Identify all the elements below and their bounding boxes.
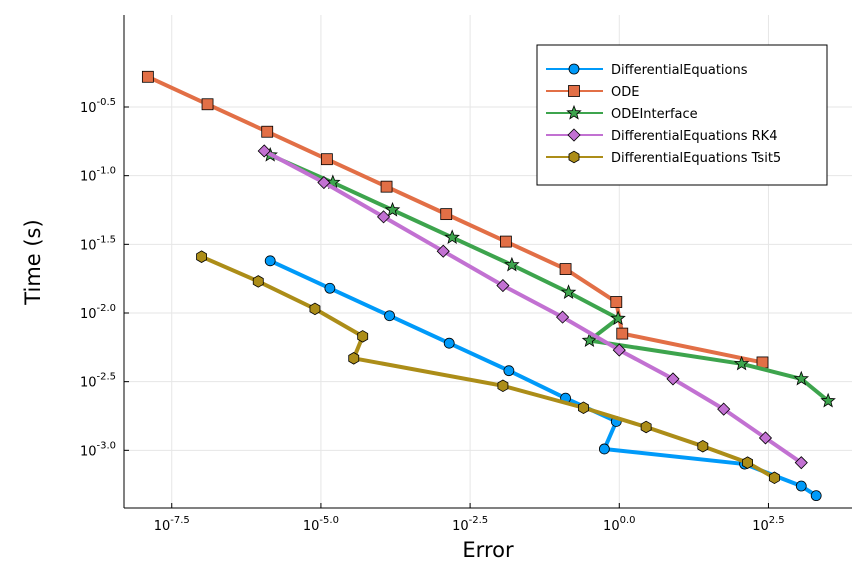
y-tick-label: 10-3.0	[80, 440, 116, 459]
legend-entry: ODE	[611, 85, 639, 100]
series-4	[196, 250, 780, 485]
data-point	[348, 352, 360, 365]
series-line	[199, 254, 777, 480]
data-point	[377, 210, 391, 224]
series	[141, 70, 836, 502]
tick-labels: 10-7.5 10-5.0 10-2.5 100.0 102.5 10-0.5 10-1.0…	[80, 97, 785, 534]
x-tick-label: 10-7.5	[154, 515, 190, 534]
data-point	[384, 201, 401, 217]
y-axis-title: Time (s)	[21, 219, 45, 305]
data-point	[444, 229, 460, 245]
data-point	[717, 402, 731, 416]
series-0	[264, 255, 822, 502]
series-line	[262, 148, 804, 465]
data-point	[769, 471, 780, 485]
data-point	[793, 370, 809, 386]
y-tick-label: 10-1.0	[80, 166, 116, 185]
data-point	[309, 302, 321, 316]
data-point	[500, 235, 512, 248]
data-point	[560, 284, 577, 299]
series-3	[257, 144, 808, 470]
data-point	[610, 310, 626, 326]
legend-marker	[568, 85, 580, 97]
data-point	[795, 480, 807, 492]
data-point	[497, 379, 509, 393]
data-point	[666, 372, 680, 386]
data-point	[440, 208, 453, 221]
legend-entry: ODEInterface	[611, 107, 698, 122]
legend-entry: DifferentialEquations	[611, 63, 748, 78]
data-point	[640, 420, 652, 434]
data-point	[559, 263, 572, 275]
data-point	[810, 490, 822, 502]
x-tick-label: 10-5.0	[303, 515, 339, 534]
data-point	[261, 125, 274, 138]
data-point	[443, 337, 455, 349]
y-tick-label: 10-1.5	[80, 234, 116, 253]
y-tick-label: 10-2.0	[80, 303, 116, 322]
legend: DifferentialEquations ODE ODEInterface Diff…	[536, 44, 828, 186]
legend-marker	[566, 104, 582, 120]
data-point	[264, 255, 276, 267]
series-line	[268, 258, 819, 498]
data-point	[733, 355, 750, 371]
data-point	[598, 443, 610, 455]
data-point	[196, 250, 207, 263]
data-point	[610, 296, 623, 308]
data-point	[578, 401, 589, 415]
data-point	[496, 278, 510, 293]
x-axis-title: Error	[462, 538, 514, 562]
data-point	[257, 144, 271, 158]
x-tick-label: 102.5	[752, 515, 784, 534]
data-point	[252, 275, 264, 288]
data-point	[317, 175, 331, 190]
data-point	[201, 98, 214, 111]
data-point	[616, 327, 629, 340]
data-point	[820, 392, 836, 408]
legend-marker	[568, 63, 580, 75]
data-point	[141, 70, 154, 83]
data-point	[503, 365, 515, 377]
data-point	[504, 256, 520, 272]
legend-marker	[568, 150, 580, 164]
data-point	[324, 282, 336, 294]
x-tick-label: 100.0	[603, 515, 635, 534]
data-point	[697, 439, 709, 453]
legend-entry: DifferentialEquations RK4	[611, 129, 777, 144]
data-point	[384, 310, 395, 322]
data-point	[581, 332, 598, 348]
legend-marker	[567, 128, 581, 142]
data-point	[436, 244, 450, 258]
data-point	[380, 180, 393, 193]
grid	[124, 15, 852, 508]
data-point	[612, 343, 626, 357]
data-point	[320, 153, 333, 166]
data-point	[742, 456, 753, 469]
x-tick-label: 10-2.5	[452, 515, 488, 534]
data-point	[357, 330, 369, 343]
data-point	[758, 431, 773, 445]
data-point	[794, 456, 808, 470]
series-2	[262, 146, 836, 408]
y-tick-label: 10-0.5	[80, 97, 116, 116]
axes	[123, 15, 852, 509]
y-tick-label: 10-2.5	[80, 372, 116, 391]
data-point	[556, 310, 570, 324]
legend-entry: DifferentialEquations Tsit5	[611, 151, 781, 166]
